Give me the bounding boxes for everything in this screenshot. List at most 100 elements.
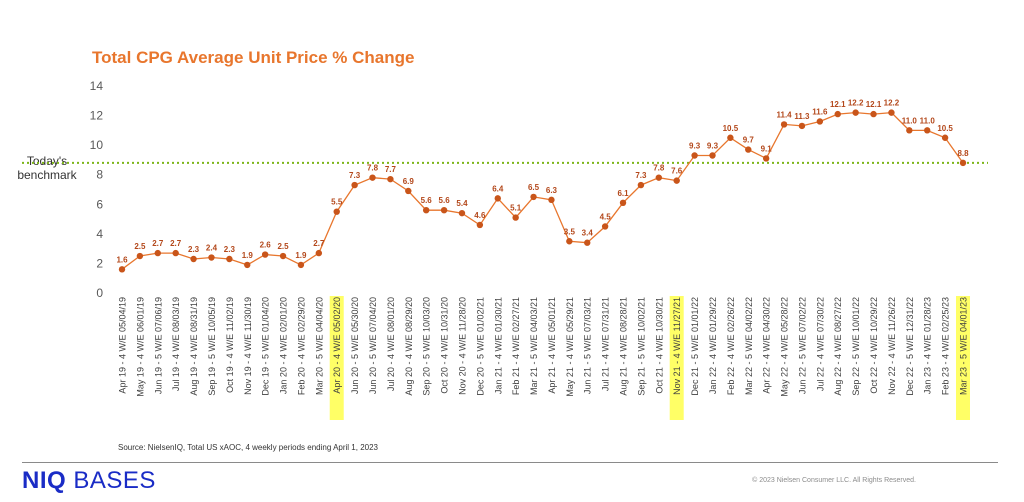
x-tick-label: Jul 19 - 4 W/E 08/03/19 — [171, 297, 181, 391]
data-label: 7.3 — [349, 171, 361, 180]
x-tick-label: Jun 22 - 5 W/E 07/02/22 — [797, 297, 807, 394]
data-point — [244, 261, 251, 269]
data-point — [816, 118, 824, 125]
data-label: 5.1 — [510, 204, 522, 213]
x-tick-label: Apr 19 - 4 W/E 05/04/19 — [118, 297, 128, 394]
y-tick-label: 10 — [90, 138, 104, 152]
x-tick-label: Mar 20 - 5 W/E 04/04/20 — [314, 297, 324, 395]
data-label: 1.9 — [295, 251, 307, 260]
data-point — [906, 127, 913, 134]
data-label: 7.8 — [367, 164, 379, 173]
data-label: 3.5 — [564, 227, 576, 236]
data-point — [440, 207, 448, 214]
data-point — [279, 252, 287, 260]
x-tick-label: Sep 22 - 5 W/E 10/01/22 — [851, 297, 861, 396]
x-tick-label: Jan 20 - 4 W/E 02/01/20 — [279, 297, 289, 394]
data-point — [727, 134, 734, 141]
line-chart: 0 2 4 6 8 10 12 14 Apr 19 - 4 W/E 05/04/19 May 1… — [22, 79, 988, 420]
x-tick-label: Sep 19 - 5 W/E 10/05/19 — [207, 297, 217, 396]
data-point — [870, 110, 877, 118]
data-label: 11.4 — [776, 110, 792, 119]
x-tick-label: Oct 21 - 4 W/E 10/30/21 — [654, 297, 664, 394]
data-point — [172, 249, 179, 257]
x-tick-label: Jun 19 - 5 W/E 07/06/19 — [153, 297, 163, 394]
data-label: 10.5 — [723, 124, 739, 133]
data-point — [351, 181, 358, 189]
data-label: 10.5 — [937, 124, 953, 133]
data-label: 7.7 — [385, 165, 397, 174]
data-point — [476, 221, 484, 229]
x-tick-label: Oct 22 - 4 W/E 10/29/22 — [869, 297, 879, 394]
brand-logo: NIQ BASES — [22, 467, 156, 495]
x-tick-label: Mar 22 - 5 W/E 04/02/22 — [744, 297, 754, 395]
data-label: 6.9 — [403, 177, 415, 186]
data-label: 4.5 — [600, 212, 612, 221]
x-tick-label: May 21 - 4 W/E 05/29/21 — [565, 297, 575, 397]
x-tick-label: Feb 21 - 4 W/E 02/27/21 — [511, 297, 521, 395]
highlight-layer — [329, 296, 970, 420]
data-point — [762, 155, 770, 162]
data-point — [566, 238, 573, 245]
data-label: 1.9 — [242, 251, 254, 260]
data-point — [852, 109, 859, 116]
x-tick-label: Jun 20 - 5 W/E 07/04/20 — [368, 297, 378, 394]
data-label: 3.4 — [582, 229, 594, 238]
x-tick-label: Feb 22 - 4 W/E 02/26/22 — [726, 297, 736, 395]
copyright-text: © 2023 Nielsen Consumer LLC. All Rights … — [752, 477, 916, 484]
data-point — [333, 208, 340, 215]
source-note: Source: NielsenIQ, Total US xAOC, 4 week… — [118, 443, 378, 452]
data-label: 11.6 — [812, 107, 828, 116]
chart-title: Total CPG Average Unit Price % Change — [92, 48, 415, 67]
data-label: 7.3 — [635, 171, 647, 180]
y-tick-label: 14 — [90, 79, 104, 93]
data-point — [369, 174, 376, 181]
data-label: 6.1 — [617, 189, 629, 198]
logo-text: BASES — [66, 467, 156, 494]
data-point — [619, 199, 627, 207]
benchmark-label: Today's benchmark — [17, 154, 77, 182]
data-point — [387, 175, 394, 183]
x-axis: Apr 19 - 4 W/E 05/04/19 May 19 - 4 W/E 06… — [118, 297, 969, 397]
tick-highlight — [669, 296, 684, 420]
x-tick-label: Nov 22 - 4 W/E 11/26/22 — [887, 297, 897, 395]
data-label: 6.3 — [546, 186, 558, 195]
x-tick-label: Aug 21 - 4 W/E 08/28/21 — [619, 297, 629, 396]
y-axis: 0 2 4 6 8 10 12 14 — [90, 79, 104, 300]
data-label: 2.3 — [224, 245, 236, 254]
data-label: 12.2 — [884, 99, 900, 108]
data-label: 2.7 — [313, 239, 325, 248]
x-tick-label: Sep 20 - 5 W/E 10/03/20 — [422, 297, 432, 396]
x-tick-label: Apr 20 - 4 W/E 05/02/20 — [332, 297, 342, 394]
data-label: 5.4 — [456, 199, 468, 208]
data-point — [709, 152, 716, 159]
data-label: 1.6 — [116, 255, 128, 264]
data-point — [190, 255, 197, 263]
data-label: 4.6 — [474, 211, 486, 220]
x-tick-label: Aug 20 - 4 W/E 08/29/20 — [404, 297, 414, 396]
x-tick-label: Nov 20 - 4 W/E 11/28/20 — [457, 297, 467, 395]
data-label: 6.5 — [528, 183, 540, 192]
x-tick-label: Jul 21 - 4 W/E 07/31/21 — [601, 297, 611, 391]
x-tick-label: Mar 23 - 5 W/E 04/01/23 — [959, 297, 969, 395]
data-point — [494, 195, 501, 202]
x-tick-label: May 22 - 4 W/E 05/28/22 — [780, 297, 790, 397]
y-tick-label: 8 — [96, 168, 103, 182]
data-point — [208, 254, 215, 261]
data-label: 9.3 — [707, 141, 719, 150]
data-label: 5.6 — [439, 196, 451, 205]
x-tick-label: Jun 20 - 5 W/E 05/30/20 — [350, 297, 360, 394]
data-point — [655, 174, 663, 181]
x-tick-label: Dec 22 - 5 W/E 12/31/22 — [905, 297, 915, 396]
x-tick-label: Apr 22 - 4 W/E 04/30/22 — [762, 297, 772, 394]
data-label: 2.3 — [188, 245, 200, 254]
x-tick-label: Aug 22 - 4 W/E 08/27/22 — [833, 297, 843, 396]
data-label: 7.8 — [653, 164, 665, 173]
x-tick-label: Jan 21 - 4 W/E 01/30/21 — [493, 297, 503, 394]
data-point — [673, 177, 680, 184]
x-tick-label: Mar 21 - 5 W/E 04/03/21 — [529, 297, 539, 395]
y-tick-label: 6 — [96, 197, 103, 211]
y-tick-label: 2 — [96, 256, 103, 270]
data-label: 9.3 — [689, 141, 701, 150]
data-point — [226, 255, 233, 263]
data-label-layer: 1.6 2.5 2.7 2.7 2.3 2.4 2.3 1.9 2.6 2.5 1.9 2.7 5.5 7… — [116, 99, 969, 265]
